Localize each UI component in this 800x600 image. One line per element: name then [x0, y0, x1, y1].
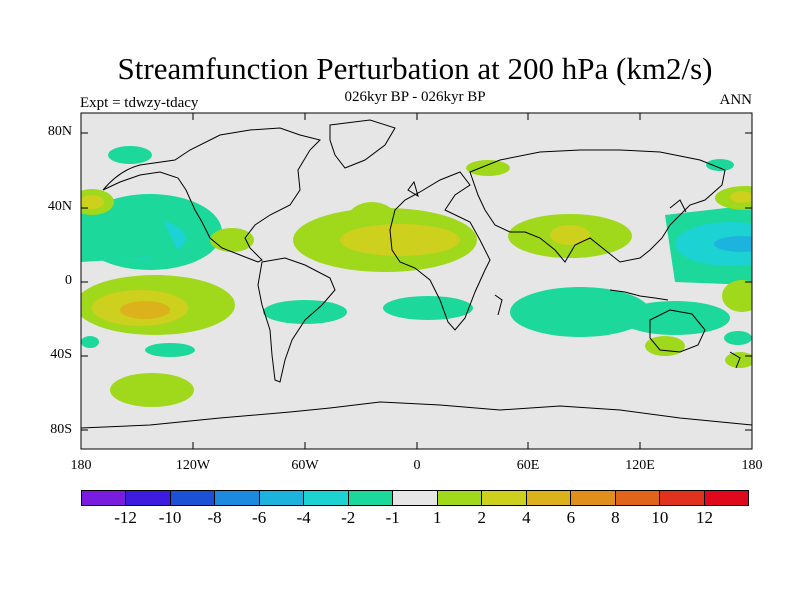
lon-ticks	[192, 113, 641, 449]
colorbar-box	[437, 491, 483, 505]
field-arctic-pos	[466, 160, 510, 176]
colorbar-box	[393, 491, 438, 505]
colorbar-box	[348, 491, 394, 505]
colorbar-label: -6	[252, 508, 267, 527]
lon-label-0: 0	[413, 458, 421, 473]
field-sp-neg1	[145, 343, 195, 357]
lon-label-180e: 180	[741, 458, 763, 473]
field-south-atlantic-neg2	[383, 296, 473, 320]
coast-madagascar	[494, 294, 503, 316]
colorbar-box	[526, 491, 572, 505]
field-south-atlantic-neg1	[263, 300, 347, 324]
field-southern-pos	[110, 373, 194, 407]
colorbar-box	[126, 491, 171, 505]
coast-europe-africa	[389, 171, 491, 331]
field-west-pacific-core	[714, 236, 752, 252]
field-ne-asia-core	[730, 191, 752, 203]
lon-label-60e: 60E	[516, 458, 540, 473]
field-sp-neg2	[81, 336, 99, 348]
coast-greenland	[329, 119, 396, 169]
coast-uk	[407, 180, 419, 198]
colorbar-label: -8	[207, 508, 222, 527]
coast-asia	[469, 149, 726, 263]
field-np-west	[81, 200, 180, 262]
colorbar-label: -2	[341, 508, 356, 527]
lat-label-0: 0	[65, 273, 72, 288]
field-atlantic-mid	[340, 224, 460, 256]
coastlines	[81, 119, 752, 429]
field-ne-neg	[706, 159, 734, 171]
colorbar-label: 10	[651, 508, 669, 527]
field-central-america	[210, 228, 254, 252]
colorbar-label: 1	[433, 508, 442, 527]
colorbar-label: 12	[695, 508, 713, 527]
colorbar-box	[615, 491, 661, 505]
colorbar-box	[82, 491, 127, 505]
lon-label-120e: 120E	[625, 458, 655, 473]
colorbar-label: -10	[158, 508, 182, 527]
lat-label-80n: 80N	[47, 124, 72, 139]
coast-new-zealand	[729, 351, 741, 369]
lat-ticks	[81, 132, 752, 431]
coast-japan	[669, 199, 687, 213]
field-south-east-neg	[724, 331, 752, 345]
field-east-edge-pos	[722, 280, 752, 312]
anomaly-fields	[81, 146, 752, 407]
colorbar-label: -4	[296, 508, 311, 527]
field-indian-ocean-neg	[510, 287, 650, 337]
field-asia-core	[550, 225, 590, 245]
season-label: ANN	[719, 92, 753, 108]
colorbar-box	[304, 491, 349, 505]
lat-label-80s: 80S	[50, 422, 72, 437]
colorbar-label: 8	[611, 508, 620, 527]
colorbar-box	[482, 491, 527, 505]
colorbar-label: 2	[477, 508, 487, 527]
coast-australia	[649, 309, 706, 353]
colorbar-label: -1	[385, 508, 400, 527]
coast-antarctica	[81, 401, 752, 429]
coast-south-america	[257, 257, 336, 383]
colorbar-label: 6	[566, 508, 576, 527]
lon-label-60w: 60W	[291, 458, 319, 473]
map-title: Streamfunction Perturbation at 200 hPa (…	[117, 51, 713, 86]
colorbar-box	[704, 491, 749, 505]
colorbar-box	[170, 491, 216, 505]
lat-label-40s: 40S	[50, 347, 72, 362]
colorbar-box	[660, 491, 705, 505]
field-south-east-pos	[725, 352, 752, 368]
colorbar-label: -12	[114, 508, 137, 527]
colorbar-label: 4	[522, 508, 531, 527]
coast-north-america	[102, 127, 321, 263]
experiment-label: Expt = tdwzy-tdacy	[80, 95, 199, 111]
field-west-pacific-mid	[675, 222, 752, 266]
field-bering	[108, 146, 152, 164]
map-subtitle: 026kyr BP - 026kyr BP	[344, 89, 486, 105]
lat-label-40n: 40N	[47, 199, 72, 214]
lon-label-180w: 180	[70, 458, 92, 473]
field-np-pos-core	[81, 195, 104, 209]
lon-label-120w: 120W	[175, 458, 211, 473]
coast-indonesia	[609, 289, 669, 301]
field-australia-neg	[620, 301, 730, 335]
colorbar-box	[571, 491, 616, 505]
field-sp-core	[120, 301, 170, 319]
colorbar-box	[259, 491, 305, 505]
colorbar	[81, 490, 749, 506]
colorbar-box	[215, 491, 260, 505]
